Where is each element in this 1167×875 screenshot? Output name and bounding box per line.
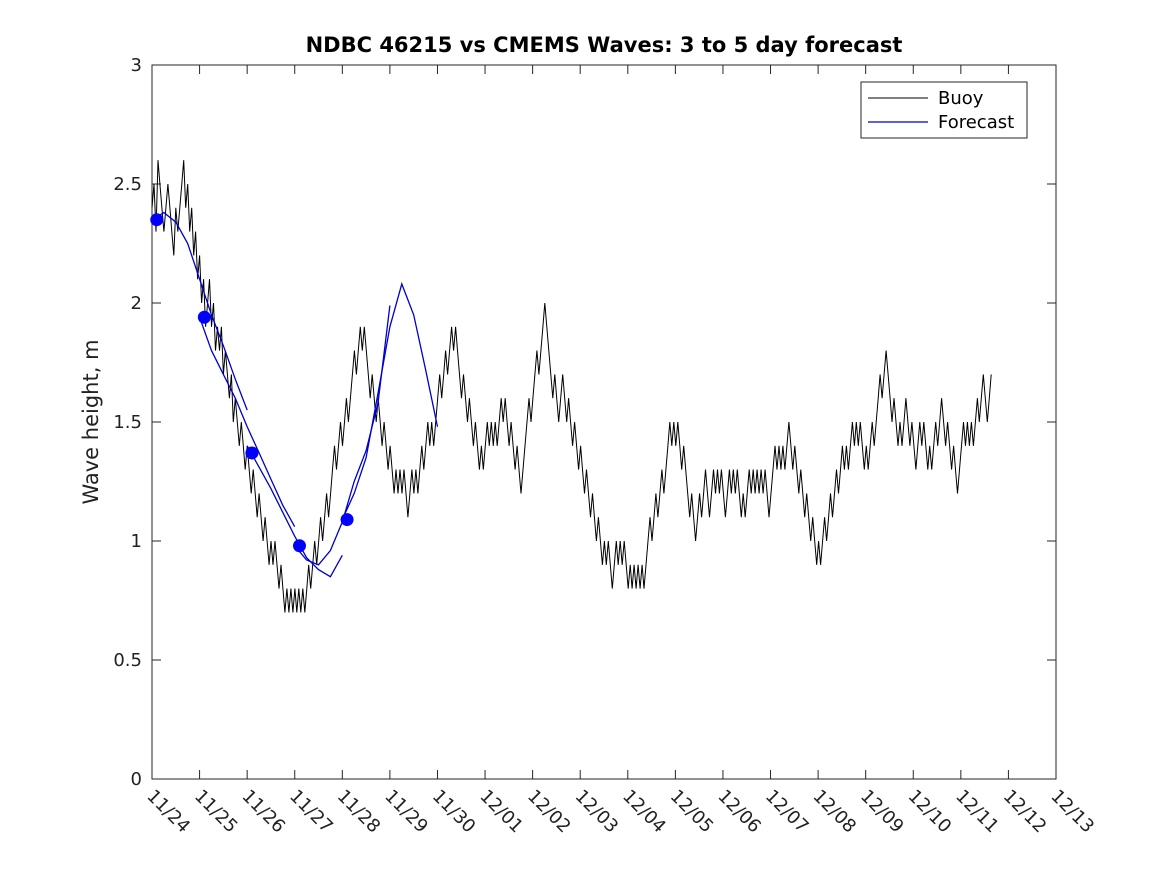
- forecast-marker: [150, 213, 164, 227]
- buoy-line: [151, 160, 992, 613]
- x-tick-label: 12/01: [476, 786, 528, 838]
- y-tick-label: 1.5: [113, 412, 142, 433]
- forecast-marker: [340, 513, 354, 527]
- y-tick-label: 1: [131, 531, 142, 552]
- y-tick-label: 3: [131, 55, 142, 76]
- x-tick-label: 11/30: [428, 786, 480, 838]
- y-axis-label: Wave height, m: [79, 339, 103, 504]
- x-tick-label: 12/04: [618, 786, 670, 838]
- x-tick-label: 11/25: [190, 786, 242, 838]
- x-tick-label: 12/13: [1046, 786, 1098, 838]
- x-tick-label: 12/11: [951, 786, 1003, 838]
- x-tick-label: 11/29: [380, 786, 432, 838]
- legend-label-forecast: Forecast: [938, 112, 1014, 133]
- plot-area: [151, 64, 1057, 780]
- y-tick-label: 0: [131, 769, 142, 790]
- x-tick-label: 11/27: [285, 786, 337, 838]
- legend-label-buoy: Buoy: [938, 88, 984, 109]
- x-tick-label: 12/09: [856, 786, 908, 838]
- x-tick-label: 11/24: [142, 786, 194, 838]
- marker-layer: [150, 213, 354, 553]
- x-tick-label: 12/07: [761, 786, 813, 838]
- x-tick-label: 11/26: [238, 786, 290, 838]
- y-tick-label: 2: [131, 293, 142, 314]
- forecast-line: [246, 445, 343, 578]
- x-tick-label: 12/10: [904, 786, 956, 838]
- forecast-marker: [245, 446, 259, 460]
- legend-box: [860, 81, 1028, 139]
- x-tick-label: 12/02: [523, 786, 575, 838]
- legend: Buoy Forecast: [860, 81, 1028, 139]
- x-tick-label: 11/28: [333, 786, 385, 838]
- y-tick-label: 0.5: [113, 650, 142, 671]
- x-tick-label: 12/08: [809, 786, 861, 838]
- forecast-marker: [197, 310, 211, 324]
- x-tick-label: 12/03: [571, 786, 623, 838]
- forecast-marker: [292, 539, 306, 553]
- forecast-line: [198, 317, 296, 528]
- x-tick-label: 12/12: [999, 786, 1051, 838]
- y-tick-label: 2.5: [113, 174, 142, 195]
- x-tick-label: 12/05: [666, 786, 718, 838]
- x-tick-label: 12/06: [713, 786, 765, 838]
- forecast-line: [151, 211, 248, 411]
- forecast-line: [341, 281, 439, 520]
- chart-title: NDBC 46215 vs CMEMS Waves: 3 to 5 day fo…: [306, 33, 903, 57]
- y-axis: 0 0.5 1 1.5 2 2.5 3: [113, 55, 1056, 790]
